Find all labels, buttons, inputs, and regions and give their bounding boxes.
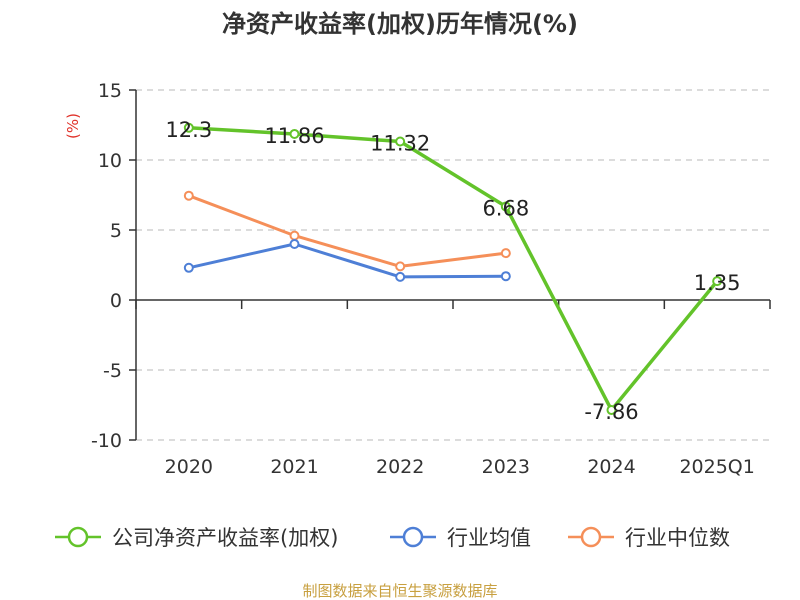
data-point <box>395 271 406 282</box>
legend-item-1[interactable]: 行业均值 <box>390 526 531 550</box>
legend: 公司净资产收益率(加权) 行业均值 行业中位数 <box>55 526 730 550</box>
legend-item-2[interactable]: 行业中位数 <box>568 526 730 550</box>
legend-item-0[interactable]: 公司净资产收益率(加权) <box>55 526 338 550</box>
data-point <box>289 230 300 241</box>
data-point <box>500 201 511 212</box>
x-tick-label: 2025Q1 <box>679 456 754 478</box>
legend-label: 行业均值 <box>447 526 531 550</box>
x-tick-label: 2020 <box>165 456 213 478</box>
data-label: -7.86 <box>584 400 638 424</box>
axis-layer: 15 10 5 0 -5 -10 2020 2021 2022 2023 2024 2025Q1 <box>91 80 771 478</box>
series-line-2 <box>187 194 508 268</box>
chart-title: 净资产收益率(加权)历年情况(%) <box>222 10 578 38</box>
legend-label: 公司净资产收益率(加权) <box>112 526 338 550</box>
data-point <box>395 261 406 272</box>
data-point <box>289 128 300 139</box>
x-tick-label: 2023 <box>482 456 530 478</box>
x-tick-label: 2022 <box>376 456 424 478</box>
source-note: 制图数据来自恒生聚源数据库 <box>302 582 497 600</box>
label-layer: 12.3 11.86 11.32 6.68 -7.86 1.35 <box>165 118 740 424</box>
data-label: 6.68 <box>482 196 529 220</box>
x-tick-label: 2021 <box>270 456 318 478</box>
data-point <box>289 239 300 249</box>
y-tick-label: 0 <box>110 290 122 312</box>
legend-marker <box>67 526 89 548</box>
data-point <box>500 271 511 282</box>
data-point <box>395 136 406 147</box>
data-point <box>183 122 194 133</box>
grid-layer <box>136 89 770 441</box>
data-label: 11.32 <box>370 132 430 156</box>
y-tick-label: 10 <box>98 150 122 172</box>
series-line-0 <box>187 126 719 412</box>
data-point <box>183 262 194 273</box>
legend-label: 行业中位数 <box>625 526 730 550</box>
data-label: 12.3 <box>165 118 212 142</box>
data-point <box>712 276 723 287</box>
data-label: 1.35 <box>694 271 741 295</box>
data-point <box>606 405 617 416</box>
data-point <box>500 248 511 259</box>
data-point <box>183 190 194 201</box>
y-tick-label: 15 <box>98 80 122 102</box>
series-layer <box>183 122 723 416</box>
y-tick-label: 5 <box>110 220 122 242</box>
legend-marker <box>580 526 602 548</box>
y-tick-label: -5 <box>103 360 122 382</box>
data-label: 11.86 <box>264 124 324 148</box>
series-line-1 <box>187 242 508 279</box>
y-tick-label: -10 <box>91 430 122 452</box>
legend-marker <box>402 526 424 548</box>
unit-label: (%) <box>64 113 82 139</box>
x-tick-label: 2024 <box>587 456 635 478</box>
